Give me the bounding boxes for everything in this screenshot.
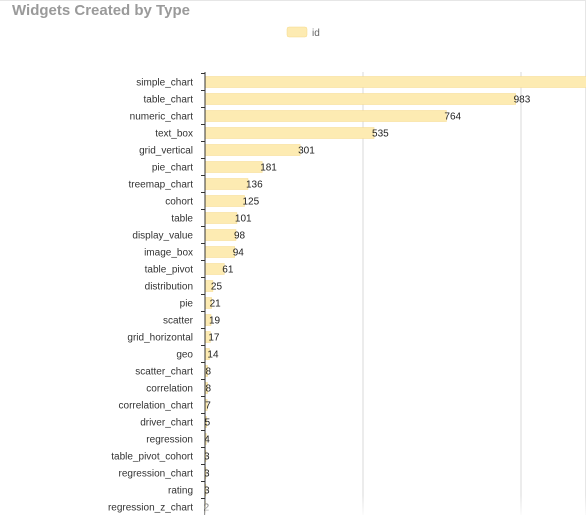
category-label: regression	[146, 435, 193, 446]
bar-cohort[interactable]	[204, 195, 245, 207]
category-label: driver_chart	[140, 418, 193, 429]
bar-table-chart[interactable]	[204, 93, 516, 105]
value-label: 535	[372, 129, 389, 140]
bar-image-box[interactable]	[204, 246, 235, 258]
category-label: table	[171, 214, 193, 225]
value-label: 7	[205, 401, 211, 412]
value-label: 25	[211, 282, 223, 293]
category-label: grid_vertical	[139, 146, 193, 157]
value-label: 8	[206, 384, 212, 395]
value-label: 98	[234, 231, 246, 242]
bar-pie-chart[interactable]	[204, 161, 263, 173]
value-label: 19	[209, 316, 221, 327]
bar-display-value[interactable]	[204, 229, 237, 241]
category-label: image_box	[144, 248, 193, 259]
category-label: table_chart	[144, 95, 194, 106]
value-label: 61	[222, 265, 234, 276]
bar-grid-vertical[interactable]	[204, 144, 301, 156]
category-label: regression_chart	[119, 469, 194, 480]
category-label: treemap_chart	[129, 180, 194, 191]
category-label: table_pivot	[145, 265, 194, 276]
value-label: 3	[204, 469, 210, 480]
value-label: 5	[205, 418, 211, 429]
value-label: 101	[235, 214, 252, 225]
category-label: cohort	[165, 197, 193, 208]
category-label: table_pivot_cohort	[111, 452, 193, 463]
value-label: 21	[210, 299, 222, 310]
category-label: numeric_chart	[130, 112, 194, 123]
value-label: 3	[204, 452, 210, 463]
value-label: 764	[444, 112, 461, 123]
bar-text-box[interactable]	[204, 127, 375, 139]
value-label: 3	[204, 486, 210, 497]
category-label: rating	[168, 486, 193, 497]
legend-label[interactable]: id	[312, 28, 320, 39]
category-label: simple_chart	[136, 78, 193, 89]
category-label: scatter	[163, 316, 194, 327]
category-label: text_box	[155, 129, 193, 140]
value-label: 181	[260, 163, 277, 174]
bar-simple-chart[interactable]	[204, 76, 586, 88]
category-label: correlation_chart	[119, 401, 194, 412]
value-label: 17	[208, 333, 220, 344]
category-label: pie_chart	[152, 163, 193, 174]
category-label: geo	[176, 350, 193, 361]
bar-table[interactable]	[204, 212, 238, 224]
value-label: 983	[514, 95, 531, 106]
value-label: 14	[207, 350, 219, 361]
bar-numeric-chart[interactable]	[204, 110, 447, 122]
value-label: 136	[246, 180, 263, 191]
category-label: correlation	[146, 384, 193, 395]
category-label: regression_z_chart	[108, 503, 193, 514]
bar-treemap-chart[interactable]	[204, 178, 249, 190]
value-label: 125	[243, 197, 260, 208]
value-label: 301	[298, 146, 315, 157]
value-label: 8	[206, 367, 212, 378]
panel-title: Widgets Created by Type	[12, 2, 190, 19]
category-label: scatter_chart	[135, 367, 193, 378]
value-label: 4	[204, 435, 210, 446]
value-label: 94	[233, 248, 245, 259]
category-label: grid_horizontal	[127, 333, 193, 344]
legend-swatch	[286, 26, 308, 38]
category-label: pie	[180, 299, 194, 310]
category-label: display_value	[132, 231, 193, 242]
category-label: distribution	[145, 282, 193, 293]
